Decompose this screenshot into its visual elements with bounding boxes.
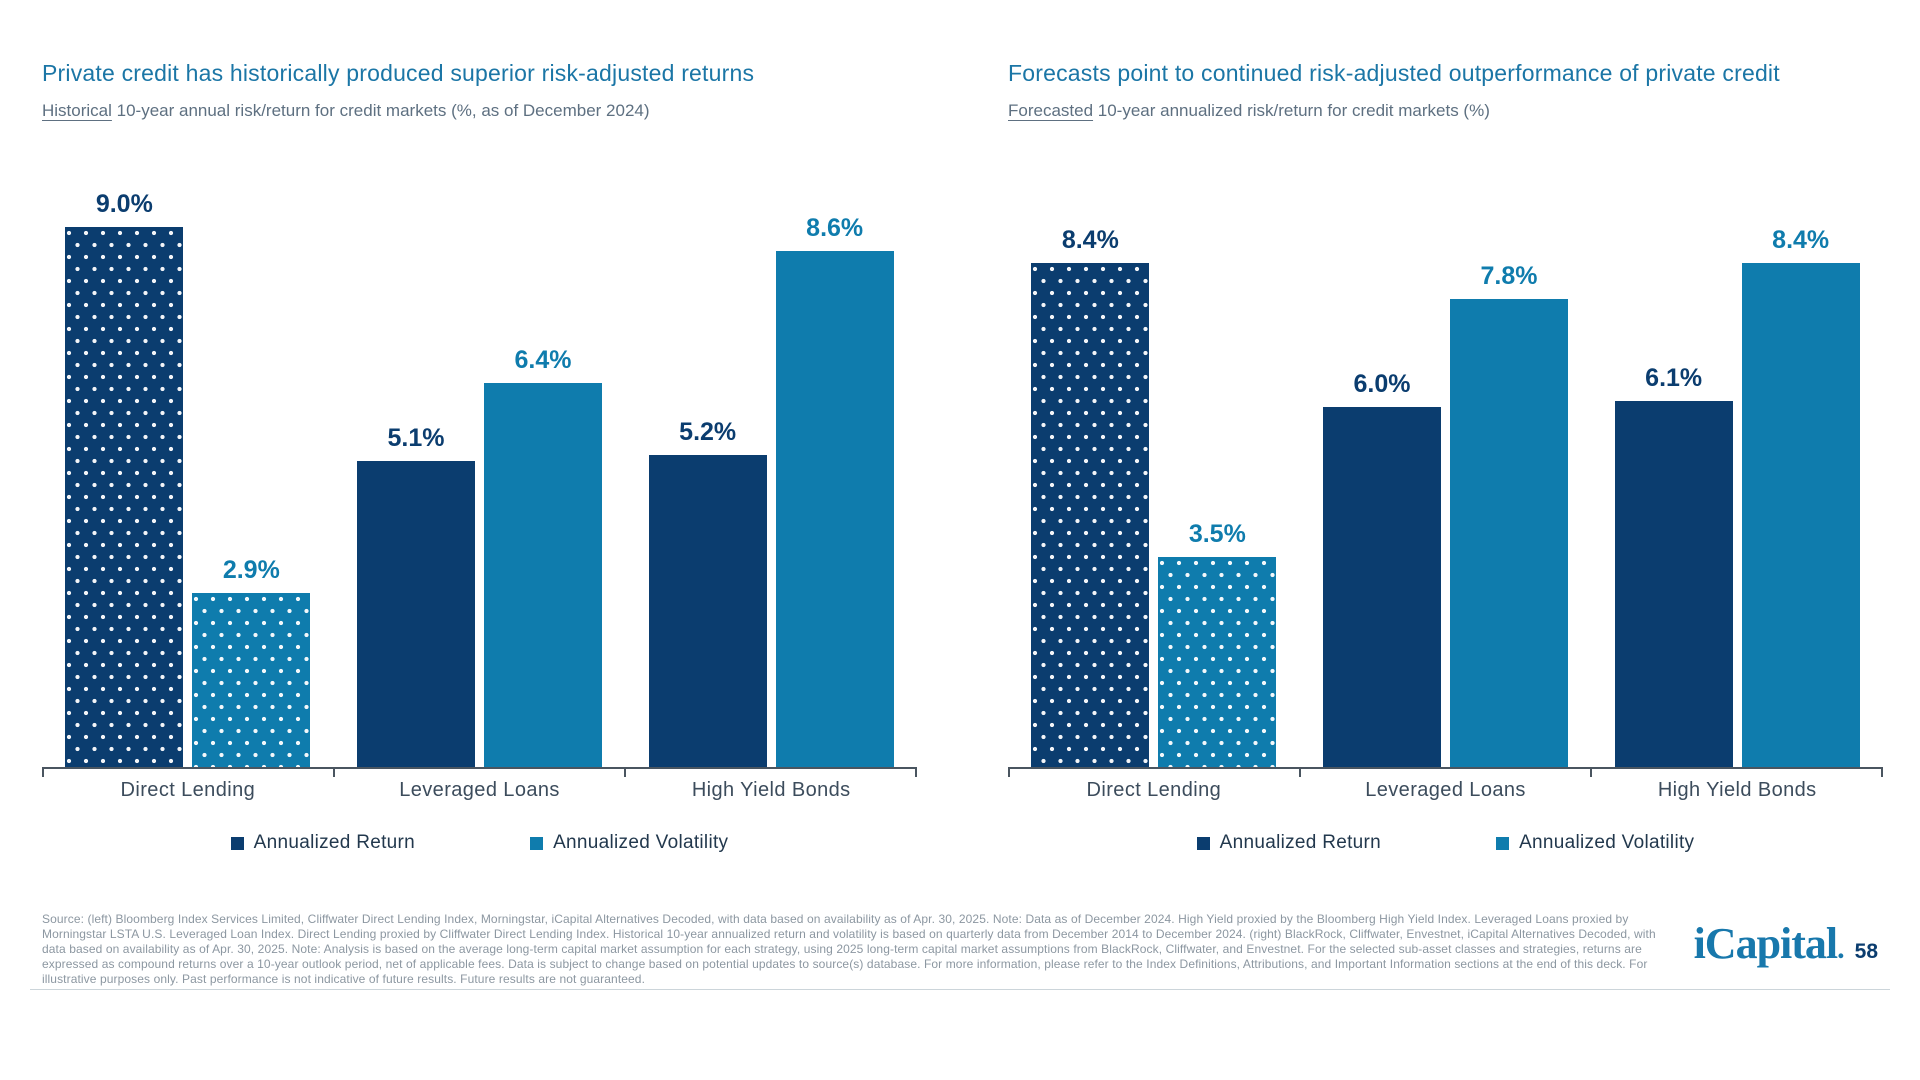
legend-label: Annualized Volatility [553, 832, 729, 853]
bar-wrap: 6.1% [1614, 364, 1733, 767]
forecast-chart-title: Forecasts point to continued risk-adjust… [1008, 60, 1780, 86]
bar-value-label: 6.4% [514, 346, 572, 374]
axis-tick [42, 769, 333, 777]
category-group-high-yield-bonds: 5.2% 8.6% [625, 157, 917, 767]
bar-value-label: 6.1% [1645, 364, 1703, 392]
axis-tick [1590, 769, 1883, 777]
category-label-high-yield-bonds: High Yield Bonds [1657, 779, 1817, 801]
bar-high-yield-bonds-annualized-volatility [1741, 263, 1860, 767]
historical-chart-title: Private credit has historically produced… [42, 60, 755, 86]
category-group-leveraged-loans: 5.1% 6.4% [334, 157, 626, 767]
category-label-leveraged-loans: Leveraged Loans [399, 779, 560, 801]
bar-leveraged-loans-annualized-volatility [1450, 299, 1568, 767]
legend-item-annualized-return: Annualized Return [230, 832, 416, 854]
bar-wrap: 8.4% [1031, 226, 1150, 767]
forecast-x-axis-ticks [1008, 769, 1883, 777]
subtitle-rest: 10-year annualized risk/return for credi… [1093, 101, 1490, 120]
bar-wrap: 8.6% [775, 214, 894, 767]
bar-value-label: 8.4% [1772, 226, 1830, 254]
bar-wrap: 8.4% [1741, 226, 1860, 767]
axis-tick [333, 769, 624, 777]
bar-value-label: 5.2% [679, 418, 737, 446]
charts-row: Private credit has historically produced… [42, 60, 1883, 854]
return-swatch-icon [1196, 836, 1210, 850]
axis-tick [1299, 769, 1590, 777]
category-group-direct-lending: 9.0% 2.9% [42, 157, 334, 767]
bar-value-label: 8.4% [1061, 226, 1119, 254]
historical-category-labels: Direct Lending Leveraged Loans High Yield … [42, 779, 917, 802]
bar-wrap: 5.1% [357, 424, 475, 767]
page-number: 58 [1854, 940, 1878, 963]
category-label-direct-lending: Direct Lending [120, 779, 256, 801]
category-label-leveraged-loans: Leveraged Loans [1365, 779, 1526, 801]
icapital-logo: iCapital. 58 [1694, 918, 1878, 969]
bar-wrap: 7.8% [1450, 262, 1568, 767]
historical-plot-area: 9.0% 2.9% 5.1% 6.4% 5.2% 8.6% [42, 157, 917, 769]
bar-value-label: 6.0% [1353, 370, 1411, 398]
bar-wrap: 6.4% [484, 346, 602, 767]
legend-label: Annualized Return [253, 832, 416, 853]
historical-x-axis-ticks [42, 769, 917, 777]
bar-direct-lending-annualized-volatility [192, 593, 311, 767]
axis-tick [624, 769, 917, 777]
historical-legend: Annualized Return Annualized Volatility [42, 832, 917, 854]
bar-wrap: 5.2% [648, 418, 767, 767]
volatility-swatch-icon [530, 836, 544, 850]
bar-wrap: 2.9% [192, 556, 311, 767]
icapital-logo-dot: . [1837, 932, 1845, 965]
footer: Source: (left) Bloomberg Index Services … [42, 912, 1878, 987]
bar-leveraged-loans-annualized-return [357, 461, 475, 767]
forecast-category-labels: Direct Lending Leveraged Loans High Yield … [1008, 779, 1883, 802]
category-group-high-yield-bonds: 6.1% 8.4% [1591, 157, 1883, 767]
bottom-divider-line [30, 989, 1890, 990]
forecast-chart: Forecasts point to continued risk-adjust… [1008, 60, 1883, 854]
legend-item-annualized-volatility: Annualized Volatility [1496, 832, 1694, 854]
category-label-direct-lending: Direct Lending [1086, 779, 1222, 801]
forecast-plot-area: 8.4% 3.5% 6.0% 7.8% 6.1% 8.4% [1008, 157, 1883, 769]
legend-item-annualized-volatility: Annualized Volatility [530, 832, 728, 854]
forecast-legend: Annualized Return Annualized Volatility [1008, 832, 1883, 854]
legend-label: Annualized Return [1219, 832, 1382, 853]
legend-item-annualized-return: Annualized Return [1196, 832, 1382, 854]
bar-wrap: 9.0% [65, 190, 184, 767]
subtitle-underlined-word: Historical [42, 101, 112, 120]
category-label-high-yield-bonds: High Yield Bonds [691, 779, 851, 801]
bar-wrap: 3.5% [1158, 520, 1277, 767]
icapital-logo-text: iCapital [1693, 919, 1839, 968]
bar-direct-lending-annualized-volatility [1158, 557, 1277, 767]
bar-high-yield-bonds-annualized-volatility [775, 251, 894, 767]
bar-leveraged-loans-annualized-return [1323, 407, 1441, 767]
historical-chart: Private credit has historically produced… [42, 60, 917, 854]
bar-high-yield-bonds-annualized-return [648, 455, 767, 767]
bar-direct-lending-annualized-return [65, 227, 184, 767]
bar-direct-lending-annualized-return [1031, 263, 1150, 767]
bar-value-label: 2.9% [222, 556, 280, 584]
axis-tick [1008, 769, 1299, 777]
historical-chart-subtitle: Historical 10-year annual risk/return fo… [42, 101, 917, 121]
legend-label: Annualized Volatility [1519, 832, 1695, 853]
bar-value-label: 8.6% [806, 214, 864, 242]
category-group-leveraged-loans: 6.0% 7.8% [1300, 157, 1592, 767]
bar-wrap: 6.0% [1323, 370, 1441, 767]
bar-value-label: 7.8% [1480, 262, 1538, 290]
bar-value-label: 3.5% [1188, 520, 1246, 548]
category-group-direct-lending: 8.4% 3.5% [1008, 157, 1300, 767]
forecast-chart-subtitle: Forecasted 10-year annualized risk/retur… [1008, 101, 1883, 121]
bar-value-label: 5.1% [387, 424, 445, 452]
bar-value-label: 9.0% [95, 190, 153, 218]
source-disclosure-text: Source: (left) Bloomberg Index Services … [42, 912, 1656, 986]
return-swatch-icon [230, 836, 244, 850]
volatility-swatch-icon [1496, 836, 1510, 850]
subtitle-rest: 10-year annual risk/return for credit ma… [111, 101, 650, 120]
bar-high-yield-bonds-annualized-return [1614, 401, 1733, 767]
bar-leveraged-loans-annualized-volatility [484, 383, 602, 767]
subtitle-underlined-word: Forecasted [1008, 101, 1094, 120]
